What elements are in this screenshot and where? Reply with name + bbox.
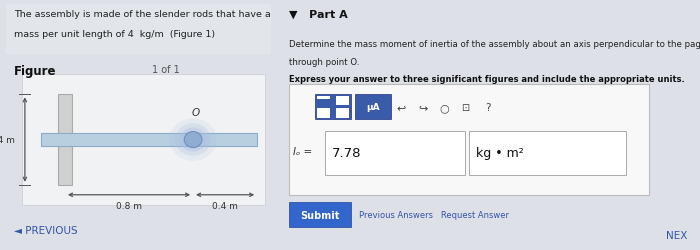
Text: ⊡: ⊡ xyxy=(461,102,469,113)
Bar xyxy=(6,5,271,55)
Bar xyxy=(22,75,265,205)
Text: Figure: Figure xyxy=(14,65,56,78)
Bar xyxy=(289,202,351,228)
Text: ?: ? xyxy=(486,102,491,113)
Circle shape xyxy=(169,119,216,161)
Text: O: O xyxy=(192,108,200,118)
Text: 7.78: 7.78 xyxy=(332,146,361,159)
Text: kg • m²: kg • m² xyxy=(475,146,524,159)
Text: NEX: NEX xyxy=(666,230,687,240)
Bar xyxy=(355,95,391,120)
Bar xyxy=(317,96,330,106)
Bar xyxy=(317,109,330,118)
Text: 0.4 m: 0.4 m xyxy=(212,201,238,210)
Text: Express your answer to three significant figures and include the appropriate uni: Express your answer to three significant… xyxy=(289,75,685,84)
Bar xyxy=(314,95,351,120)
Text: 1 of 1: 1 of 1 xyxy=(152,65,180,75)
Text: Iₒ =: Iₒ = xyxy=(293,146,313,156)
Text: The assembly is made of the slender rods that have a: The assembly is made of the slender rods… xyxy=(14,10,271,19)
Circle shape xyxy=(184,132,202,148)
Text: 0.8 m: 0.8 m xyxy=(116,201,142,210)
Text: through point O.: through point O. xyxy=(289,58,360,66)
Text: mass per unit length of 4  kg/m  (Figure 1): mass per unit length of 4 kg/m (Figure 1… xyxy=(14,30,215,39)
Bar xyxy=(289,85,649,195)
Text: ↪: ↪ xyxy=(418,102,427,113)
Bar xyxy=(469,131,626,175)
Bar xyxy=(317,99,330,109)
Bar xyxy=(336,96,349,106)
Circle shape xyxy=(175,124,211,156)
Text: ↩: ↩ xyxy=(397,102,406,113)
Bar xyxy=(58,95,71,185)
Text: Submit: Submit xyxy=(300,210,340,220)
Text: ○: ○ xyxy=(439,102,449,113)
Text: ▼   Part A: ▼ Part A xyxy=(289,10,348,20)
Text: Previous Answers   Request Answer: Previous Answers Request Answer xyxy=(359,210,509,220)
Bar xyxy=(326,131,465,175)
Bar xyxy=(336,109,349,118)
Bar xyxy=(41,134,257,146)
Text: ◄ PREVIOUS: ◄ PREVIOUS xyxy=(14,225,78,235)
Circle shape xyxy=(180,128,206,152)
Text: Determine the mass moment of inertia of the assembly about an axis perpendicular: Determine the mass moment of inertia of … xyxy=(289,40,700,49)
Text: μA: μA xyxy=(366,103,380,112)
Text: 0.4 m: 0.4 m xyxy=(0,136,15,144)
